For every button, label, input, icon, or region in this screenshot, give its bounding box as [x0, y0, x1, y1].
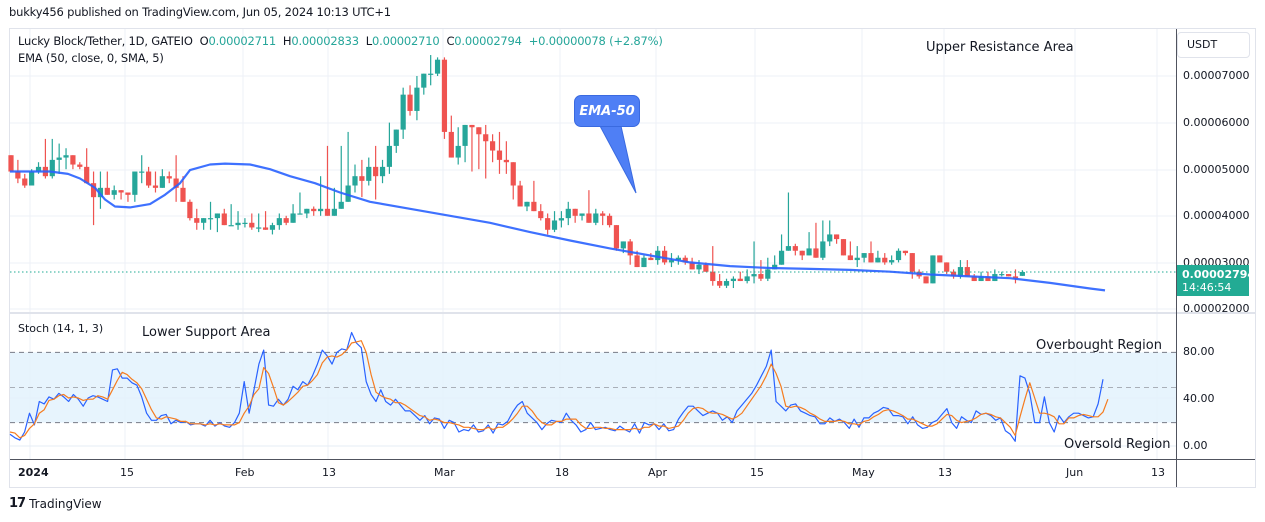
price-tick: 0.00007000: [1183, 69, 1250, 82]
change-value: +0.00000078 (+2.87%): [528, 34, 663, 48]
stoch-tick: 80.00: [1183, 345, 1215, 358]
stoch-tick: 0.00: [1183, 439, 1208, 452]
ema-callout-tail: [599, 125, 637, 194]
upper-resistance-annotation: Upper Resistance Area: [926, 40, 1074, 55]
time-tick: 13: [938, 466, 952, 479]
tradingview-logo-text: TradingView: [29, 496, 102, 511]
candlestick-series: [8, 55, 1176, 289]
time-tick: May: [852, 466, 875, 479]
last-price-value: 0.00002794: [1182, 268, 1256, 281]
last-price-badge: 0.00002794 14:46:54: [1177, 265, 1256, 296]
time-tick: Mar: [434, 466, 455, 479]
stoch-band: [10, 351, 1176, 424]
time-tick: 18: [555, 466, 569, 479]
stoch-legend[interactable]: Stoch (14, 1, 3): [18, 322, 104, 335]
ema-50-callout: EMA-50: [574, 95, 640, 127]
open-label: O: [199, 34, 209, 48]
time-tick: Apr: [648, 466, 668, 479]
close-value: 0.00002794: [454, 34, 522, 48]
time-tick: 15: [750, 466, 764, 479]
overbought-annotation: Overbought Region: [1036, 338, 1162, 353]
price-tick: 0.00005000: [1183, 163, 1250, 176]
publisher-line: bukky456 published on TradingView.com, J…: [9, 5, 391, 19]
pane-separators: [10, 29, 1255, 487]
lower-support-annotation: Lower Support Area: [142, 325, 271, 340]
price-tick: 0.00002000: [1183, 302, 1250, 315]
symbol-name: Lucky Block/Tether, 1D, GATEIO: [18, 34, 193, 48]
low-value: 0.00002710: [372, 34, 440, 48]
time-tick: 15: [120, 466, 134, 479]
high-label: H: [282, 34, 292, 48]
stoch-lines: [9, 331, 1109, 442]
low-label: L: [365, 34, 372, 48]
ema-legend[interactable]: EMA (50, close, 0, SMA, 5): [18, 51, 164, 65]
bar-countdown: 14:46:54: [1182, 281, 1232, 294]
tradingview-logo-icon: 17: [9, 496, 26, 511]
time-tick: 13: [322, 466, 336, 479]
symbol-legend: Lucky Block/Tether, 1D, GATEIO O0.000027…: [18, 34, 663, 48]
time-tick: 2024: [18, 466, 49, 479]
time-tick: 13: [1151, 466, 1165, 479]
currency-selector[interactable]: USDT: [1177, 32, 1250, 58]
oversold-annotation: Oversold Region: [1064, 437, 1171, 452]
close-label: C: [446, 34, 455, 48]
time-tick: Feb: [235, 466, 255, 479]
high-value: 0.00002833: [291, 34, 359, 48]
price-tick: 0.00004000: [1183, 209, 1250, 222]
price-tick: 0.00006000: [1183, 116, 1250, 129]
stoch-tick: 40.00: [1183, 392, 1215, 405]
tradingview-logo[interactable]: 17 TradingView: [9, 496, 102, 511]
time-tick: Jun: [1066, 466, 1084, 479]
ema-line: [10, 162, 1106, 292]
open-value: 0.00002711: [208, 34, 276, 48]
